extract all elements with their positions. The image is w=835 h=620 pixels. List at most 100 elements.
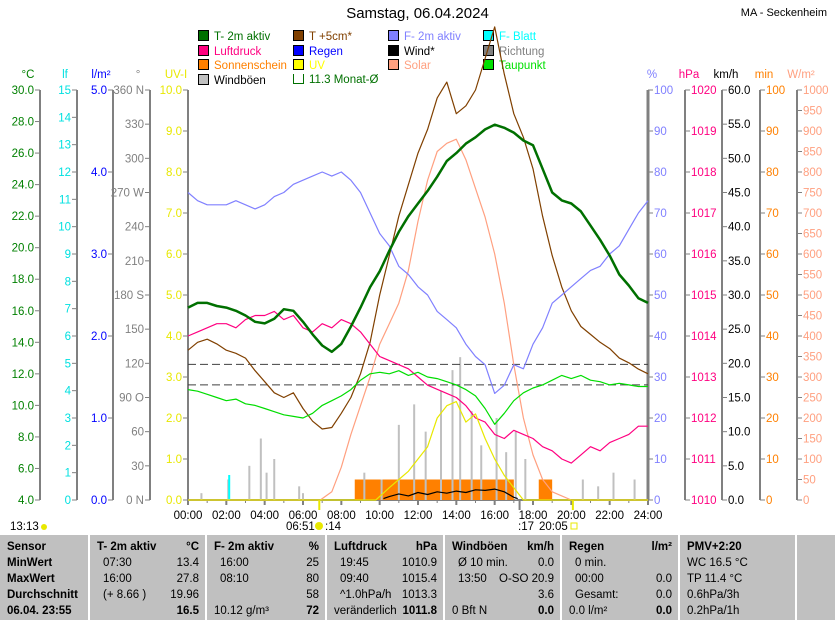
axis-tick-label: 16.0: [12, 306, 34, 318]
axis-tick-label: 30: [766, 372, 779, 384]
axis-tick-label: 35.0: [728, 256, 750, 268]
axis-tick-label: 1018: [691, 167, 717, 179]
axis-tick-label: 10.0: [728, 427, 750, 439]
axis-tick-label: 100: [803, 454, 822, 466]
stats-row: 00:00 0.0: [569, 571, 672, 587]
axis-tick-label: 30.0: [12, 85, 34, 97]
axis-tick-label: 750: [803, 188, 822, 200]
axis-tick-label: 300: [803, 372, 822, 384]
axis-tick-label: 5: [65, 358, 71, 370]
axis-tick-label: 1011: [691, 454, 716, 466]
stats-column: F- 2m aktiv% 16:00 25 08:10 80 58 10.12 g/m³ 72: [205, 535, 325, 620]
axis-tick-label: 100: [766, 85, 785, 97]
stats-row: 16:00 27.8: [97, 571, 199, 587]
axis-tick-label: 4.0: [18, 495, 34, 507]
axis-tick-label: 8.0: [166, 167, 182, 179]
axis-tick-label: 50.0: [728, 153, 750, 165]
x-tick-label: 08:00: [327, 510, 356, 522]
stats-row: MaxWert: [7, 571, 82, 587]
axis-tick-label: 20.0: [12, 243, 34, 255]
axis-tick-label: 7: [65, 304, 71, 316]
stats-value: 1015.4: [401, 573, 437, 585]
stats-label: 09:40: [340, 573, 369, 585]
x-tick-label: 10:00: [365, 510, 394, 522]
axis-tick-label: 1013: [691, 372, 717, 384]
axis-tick-label: 1.0: [166, 454, 182, 466]
legend-swatch: [293, 30, 304, 41]
axis-tick-label: 11: [59, 194, 71, 206]
stats-value: 0.0: [538, 605, 554, 617]
legend-item: Sonnenschein: [198, 59, 287, 72]
stats-value: 1013.3: [401, 589, 437, 601]
legend-swatch: [388, 44, 399, 56]
axis-tick-label: 30.0: [728, 290, 750, 302]
stats-label: 16:00: [220, 557, 249, 569]
axis-tick-label: 10: [58, 222, 71, 234]
weather-chart: °C4.06.08.010.012.014.016.018.020.022.02…: [10, 26, 829, 533]
stats-label: 00:00: [575, 573, 604, 585]
stats-label: Windböen: [452, 541, 508, 553]
axis-unit-label: min: [755, 69, 774, 81]
stats-value: 0.0: [656, 605, 672, 617]
stats-row: 06.04. 23:55: [7, 603, 82, 619]
stats-value: 3.6: [538, 589, 554, 601]
x-tick-label: 02:00: [212, 510, 241, 522]
legend-label: Taupunkt: [499, 60, 546, 72]
axis-tick-label: 12: [58, 167, 71, 179]
axis-unit-label: °: [136, 69, 141, 81]
axis-tick-label: 2.0: [91, 331, 107, 343]
legend-label: Sonnenschein: [214, 60, 287, 72]
axis-tick-label: 2.0: [166, 413, 182, 425]
stats-value: 16.5: [176, 605, 199, 617]
stats-value: l/m²: [651, 541, 672, 553]
axis-tick-label: 5.0: [91, 85, 107, 97]
legend-swatch: [483, 30, 494, 41]
axis-tick-label: 350: [803, 352, 822, 364]
axis-tick-label: 180 S: [114, 290, 144, 302]
stats-row: (+ 8.66 ) 19.96: [97, 587, 199, 603]
stats-row: Ø 10 min. 0.0: [452, 555, 554, 571]
stats-row: PMV+2:20: [687, 539, 789, 555]
stats-value: °C: [186, 541, 199, 553]
axis-tick-label: 2: [65, 440, 71, 452]
x-tick-label: 14:00: [442, 510, 471, 522]
stats-table: Sensor MinWert MaxWert Durchschnitt 06.04. 2…: [0, 535, 835, 620]
stats-row: MinWert: [7, 555, 82, 571]
stats-value: 27.8: [176, 573, 199, 585]
stats-label: veränderlich: [334, 605, 397, 617]
axis-tick-label: 0.0: [728, 495, 744, 507]
stats-row: 13:50 O-SO 20.9: [452, 571, 554, 587]
axis-tick-label: 18.0: [12, 274, 34, 286]
stats-row: F- 2m aktiv%: [214, 539, 319, 555]
axis-tick-label: 1.0: [91, 413, 107, 425]
axis-tick-label: 20.0: [728, 358, 750, 370]
axis-tick-label: 3: [65, 413, 71, 425]
legend-item: Richtung: [483, 44, 544, 58]
axis-tick-label: 50: [766, 290, 779, 302]
x-tick-label: 12:00: [404, 510, 433, 522]
legend-item: T- 2m aktiv: [198, 30, 270, 43]
legend-label: F- 2m aktiv: [404, 31, 461, 43]
axis-tick-label: 26.0: [12, 148, 34, 160]
axis-tick-label: 6.0: [166, 249, 182, 261]
series-luftdruck: [187, 310, 648, 464]
axis-tick-label: 1015: [691, 290, 717, 302]
sunrise-icon: [315, 522, 323, 530]
stats-row: ^1.0hPa/h 1013.3: [334, 587, 437, 603]
axis-tick-label: 3.0: [91, 249, 107, 261]
axis-tick-label: 8.0: [18, 432, 34, 444]
axis-tick-label: 1012: [691, 413, 717, 425]
axis-tick-label: 100: [654, 85, 673, 97]
axis-tick-label: 600: [803, 249, 822, 261]
axis-tick-label: 4.0: [166, 331, 182, 343]
series-f-2m-aktiv: [187, 171, 649, 394]
stats-column: Windböen km/h Ø 10 min. 0.0 13:50 O-SO 20.9 3.…: [443, 535, 560, 620]
axis-tick-label: 60.0: [728, 85, 750, 97]
legend-swatch: [293, 59, 304, 70]
legend-item: 11.3 Monat-Ø: [293, 73, 378, 86]
legend-label: Solar: [404, 60, 431, 72]
stats-label: 07:30: [103, 557, 132, 569]
legend-item: UV: [293, 59, 325, 72]
sunshine-bar: [538, 479, 553, 500]
axis-tick-label: 40: [654, 331, 667, 343]
